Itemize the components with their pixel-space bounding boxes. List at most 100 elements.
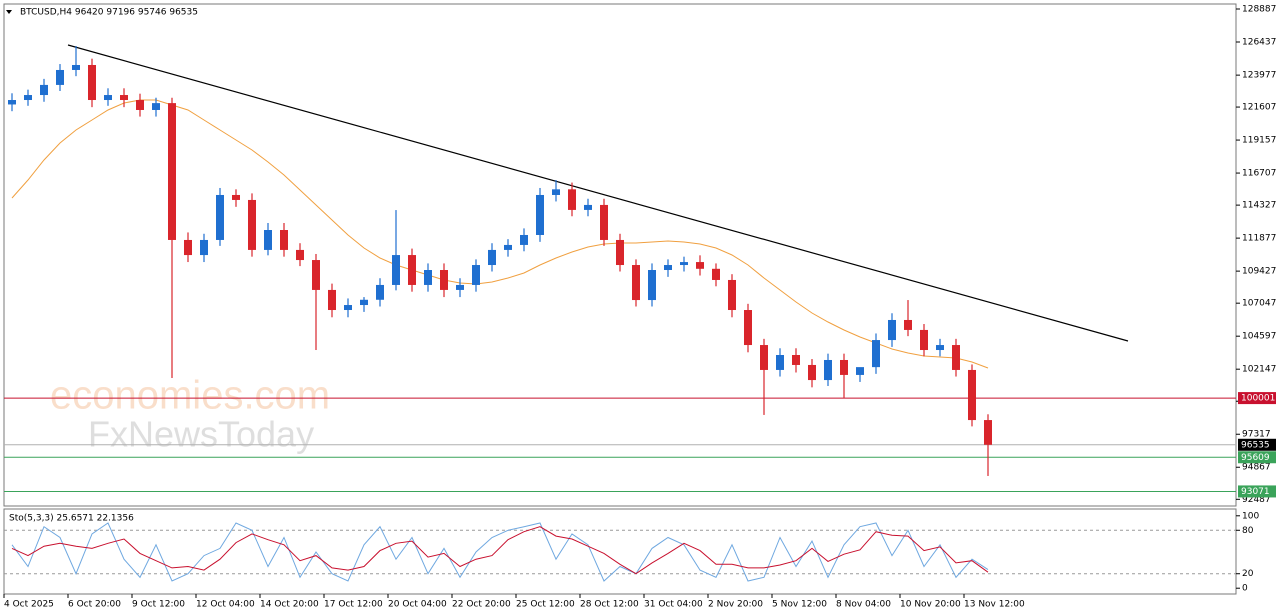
candle-body: [968, 369, 976, 421]
moving-average: [11, 99, 989, 369]
candle-body: [280, 229, 288, 250]
x-tick-label: 20 Oct 04:00: [388, 600, 447, 610]
x-tick-label: 28 Oct 12:00: [580, 600, 639, 610]
price-level-tag: [1238, 392, 1276, 405]
price-level-label: 96535: [1241, 440, 1270, 450]
candle-body: [152, 103, 160, 110]
candle-body: [328, 289, 336, 311]
x-tick-label: 17 Oct 12:00: [324, 600, 383, 610]
y-tick-label: 102147: [1242, 365, 1276, 375]
candle-body: [200, 239, 208, 256]
candle-body: [824, 359, 832, 381]
x-tick-label: 8 Nov 04:00: [836, 600, 891, 610]
candle-body: [24, 95, 32, 101]
menu-arrow[interactable]: [6, 10, 12, 14]
y-tick-label: 116707: [1242, 169, 1276, 179]
chart-title: BTCUSD,H4 96420 97196 95746 96535: [20, 8, 198, 18]
y-tick-label: 128887: [1242, 4, 1276, 14]
candle-body: [616, 239, 624, 266]
candle-body: [8, 100, 16, 105]
y-tick-label: 107047: [1242, 299, 1276, 309]
candle-body: [552, 189, 560, 195]
candle-body: [856, 367, 864, 375]
candle-body: [504, 244, 512, 250]
y-tick-label: 121607: [1242, 103, 1276, 113]
candle-body: [760, 345, 768, 370]
candle-body: [584, 204, 592, 210]
candle-body: [728, 279, 736, 311]
x-tick-label: 12 Oct 04:00: [196, 600, 255, 610]
candle-body: [216, 194, 224, 240]
candle-body: [648, 270, 656, 301]
candle-body: [264, 229, 272, 250]
candle-body: [936, 345, 944, 351]
candle-body: [408, 255, 416, 285]
x-tick-label: 13 Nov 12:00: [964, 600, 1025, 610]
y-tick-label: 97317: [1242, 430, 1271, 440]
candle-body: [776, 355, 784, 370]
candle-body: [888, 319, 896, 341]
candle-body: [88, 64, 96, 101]
candle-body: [56, 69, 64, 85]
candle-body: [248, 199, 256, 250]
candle-body: [360, 299, 368, 306]
watermark: FxNewsToday: [88, 414, 314, 455]
candle-body: [744, 310, 752, 346]
y-tick-label: 114327: [1242, 201, 1276, 211]
price-level-label: 93071: [1241, 487, 1270, 497]
candle-body: [456, 284, 464, 290]
watermark: economies.com: [50, 374, 330, 418]
y-tick-label: 109427: [1242, 267, 1276, 277]
x-tick-label: 22 Oct 20:00: [452, 600, 511, 610]
candle-body: [472, 265, 480, 285]
oscillator-panel: [3, 508, 1237, 595]
candle-body: [424, 270, 432, 285]
x-tick-label: 5 Nov 12:00: [772, 600, 827, 610]
candle-body: [184, 239, 192, 256]
candle-body: [376, 284, 384, 300]
candle-body: [680, 262, 688, 266]
price-panel: [3, 3, 1237, 507]
candle-body: [520, 234, 528, 245]
x-tick-label: 10 Nov 20:00: [900, 600, 961, 610]
candle-body: [344, 305, 352, 311]
y-tick-label: 80: [1242, 526, 1254, 536]
trendline: [67, 44, 1129, 342]
candle-body: [920, 329, 928, 351]
price-level-label: 100001: [1241, 394, 1275, 404]
x-tick-label: 4 Oct 2025: [4, 600, 54, 610]
candle-body: [808, 364, 816, 381]
oscillator-line: [11, 526, 989, 575]
candle-body: [168, 103, 176, 240]
candle-body: [392, 255, 400, 285]
x-tick-label: 2 Nov 20:00: [708, 600, 763, 610]
candle-body: [40, 84, 48, 96]
price-level-label: 95609: [1241, 453, 1270, 463]
candle-body: [536, 194, 544, 235]
y-tick-label: 119157: [1242, 136, 1276, 146]
price-level-tag: [1238, 438, 1276, 451]
x-tick-label: 31 Oct 04:00: [644, 600, 703, 610]
y-tick-label: 111877: [1242, 234, 1276, 244]
y-tick-label: 94867: [1242, 463, 1271, 473]
candle-body: [440, 270, 448, 290]
y-tick-label: 123977: [1242, 71, 1276, 81]
candle-body: [488, 249, 496, 266]
candle-body: [872, 340, 880, 368]
candle-body: [840, 359, 848, 375]
candle-body: [104, 95, 112, 101]
candle-body: [296, 249, 304, 261]
candle-body: [952, 345, 960, 370]
candle-body: [120, 95, 128, 101]
candle-body: [696, 262, 704, 269]
candle-body: [632, 265, 640, 301]
x-tick-label: 6 Oct 20:00: [68, 600, 121, 610]
price-level-tag: [1238, 485, 1276, 498]
y-tick-label: 20: [1242, 569, 1254, 579]
candle-body: [136, 100, 144, 110]
candle-body: [312, 260, 320, 290]
y-tick-label: 92487: [1242, 495, 1271, 505]
oscillator-title: Sto(5,3,3) 25.6571 22.1356: [9, 514, 134, 524]
y-tick-label: 104597: [1242, 332, 1276, 342]
